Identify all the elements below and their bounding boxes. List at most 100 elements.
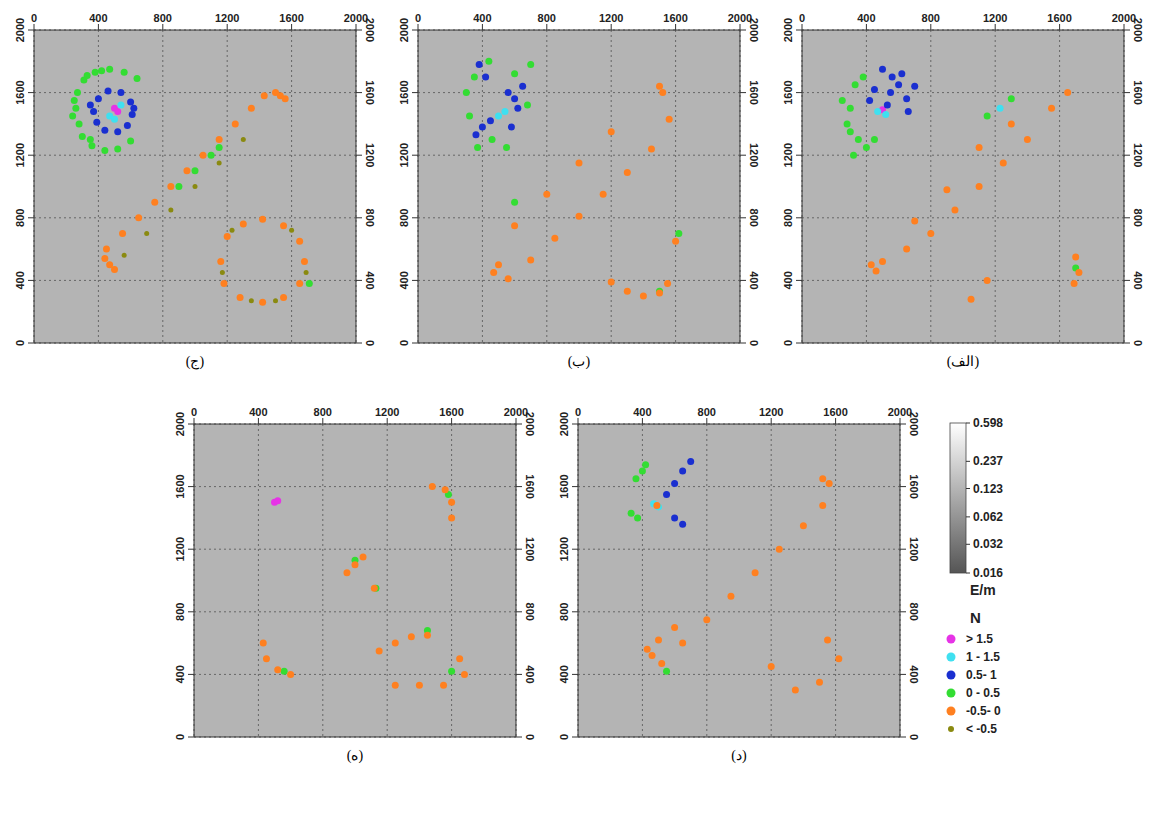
svg-text:800: 800: [538, 12, 556, 24]
svg-text:1200: 1200: [558, 537, 570, 561]
svg-text:1200: 1200: [759, 406, 783, 418]
svg-text:2000: 2000: [398, 18, 410, 42]
svg-text:0: 0: [575, 406, 581, 418]
svg-text:1200: 1200: [398, 143, 410, 167]
svg-text:0: 0: [558, 734, 570, 740]
svg-text:1600: 1600: [663, 12, 687, 24]
svg-text:400: 400: [398, 271, 410, 289]
svg-text:0.598: 0.598: [973, 416, 1003, 430]
svg-text:400: 400: [782, 271, 794, 289]
html-text:(ج): (ج): [185, 354, 205, 369]
svg-text:0: 0: [748, 340, 760, 346]
svg-text:0: 0: [799, 12, 805, 24]
svg-text:800: 800: [698, 406, 716, 418]
svg-text:400: 400: [14, 271, 26, 289]
svg-text:800: 800: [558, 603, 570, 621]
html-text:> 1.5: > 1.5: [966, 632, 993, 646]
svg-text:800: 800: [908, 603, 920, 621]
svg-text:1200: 1200: [1132, 143, 1144, 167]
svg-text:0: 0: [191, 406, 197, 418]
svg-text:2000: 2000: [1132, 18, 1144, 42]
svg-text:1200: 1200: [14, 143, 26, 167]
svg-text:2000: 2000: [782, 18, 794, 42]
svg-text:1600: 1600: [174, 474, 186, 498]
svg-text:400: 400: [249, 406, 267, 418]
html-text:0.5- 1: 0.5- 1: [966, 668, 997, 682]
svg-text:800: 800: [398, 209, 410, 227]
html-text:(د): (د): [731, 748, 747, 763]
svg-text:1200: 1200: [524, 537, 536, 561]
svg-text:0: 0: [415, 12, 421, 24]
svg-text:1200: 1200: [983, 12, 1007, 24]
svg-text:1200: 1200: [174, 537, 186, 561]
svg-text:0: 0: [1132, 340, 1144, 346]
svg-text:800: 800: [524, 603, 536, 621]
svg-text:0: 0: [524, 734, 536, 740]
svg-text:0: 0: [14, 340, 26, 346]
html-text:(ب): (ب): [567, 354, 591, 369]
svg-text:2000: 2000: [364, 18, 376, 42]
svg-text:0.016: 0.016: [973, 566, 1003, 580]
svg-text:0.062: 0.062: [973, 510, 1003, 524]
svg-text:400: 400: [473, 12, 491, 24]
svg-text:1600: 1600: [364, 80, 376, 104]
svg-text:400: 400: [524, 665, 536, 683]
svg-text:1600: 1600: [1132, 80, 1144, 104]
svg-text:1200: 1200: [599, 12, 623, 24]
svg-text:1200: 1200: [375, 406, 399, 418]
svg-text:0: 0: [398, 340, 410, 346]
svg-text:0: 0: [174, 734, 186, 740]
svg-text:400: 400: [174, 665, 186, 683]
svg-text:800: 800: [314, 406, 332, 418]
svg-text:400: 400: [364, 271, 376, 289]
svg-text:800: 800: [154, 12, 172, 24]
svg-text:0: 0: [364, 340, 376, 346]
svg-text:1200: 1200: [215, 12, 239, 24]
html-text:(الف): (الف): [946, 354, 980, 369]
svg-text:1600: 1600: [908, 474, 920, 498]
svg-text:1600: 1600: [782, 80, 794, 104]
svg-text:E/m: E/m: [970, 582, 996, 598]
svg-text:400: 400: [633, 406, 651, 418]
svg-text:800: 800: [174, 603, 186, 621]
svg-text:400: 400: [1132, 271, 1144, 289]
svg-text:0: 0: [908, 734, 920, 740]
svg-text:400: 400: [89, 12, 107, 24]
svg-text:2000: 2000: [908, 412, 920, 436]
svg-text:400: 400: [558, 665, 570, 683]
svg-text:2000: 2000: [558, 412, 570, 436]
svg-text:800: 800: [14, 209, 26, 227]
svg-text:1200: 1200: [782, 143, 794, 167]
svg-text:400: 400: [908, 665, 920, 683]
svg-text:800: 800: [364, 209, 376, 227]
svg-text:1600: 1600: [279, 12, 303, 24]
svg-text:1600: 1600: [439, 406, 463, 418]
svg-text:1200: 1200: [748, 143, 760, 167]
html-text:(ه): (ه): [346, 748, 364, 763]
svg-text:2000: 2000: [524, 412, 536, 436]
svg-text:800: 800: [782, 209, 794, 227]
svg-text:0.123: 0.123: [973, 482, 1003, 496]
svg-text:1600: 1600: [558, 474, 570, 498]
svg-text:1200: 1200: [908, 537, 920, 561]
svg-text:400: 400: [857, 12, 875, 24]
html-text:1 - 1.5: 1 - 1.5: [966, 650, 1000, 664]
svg-text:0.237: 0.237: [973, 454, 1003, 468]
svg-text:2000: 2000: [14, 18, 26, 42]
svg-text:800: 800: [748, 209, 760, 227]
svg-text:1600: 1600: [398, 80, 410, 104]
svg-text:1600: 1600: [823, 406, 847, 418]
svg-text:0.032: 0.032: [973, 537, 1003, 551]
svg-text:800: 800: [1132, 209, 1144, 227]
svg-text:1600: 1600: [748, 80, 760, 104]
svg-text:1600: 1600: [524, 474, 536, 498]
svg-text:1600: 1600: [14, 80, 26, 104]
svg-text:0: 0: [31, 12, 37, 24]
svg-text:800: 800: [922, 12, 940, 24]
svg-text:1200: 1200: [364, 143, 376, 167]
svg-text:0: 0: [782, 340, 794, 346]
svg-text:2000: 2000: [748, 18, 760, 42]
svg-text:1600: 1600: [1047, 12, 1071, 24]
svg-text:400: 400: [748, 271, 760, 289]
svg-text:2000: 2000: [174, 412, 186, 436]
